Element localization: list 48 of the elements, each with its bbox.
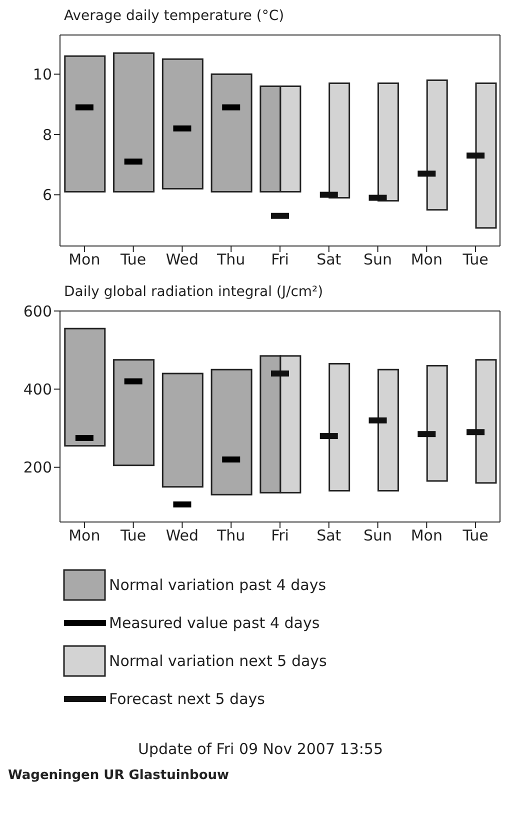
bar [377,368,399,492]
x-tick-label: Sun [364,526,392,545]
legend-label: Forecast next 5 days [109,690,265,708]
bar [475,82,497,229]
bar [162,58,204,190]
x-tick-label: Tue [120,250,146,269]
x-tick-label: Thu [216,526,246,545]
x-tick-label: Fri [271,250,289,269]
text: Wageningen UR Glastuinbouw [8,768,230,783]
bar [328,82,350,199]
legend-label: Measured value past 4 days [109,614,320,632]
x-tick-label: Mon [68,250,100,269]
x-tick-label: Thu [216,250,246,269]
x-tick-label: Sat [316,526,342,545]
bar [426,79,448,211]
bar [162,372,204,488]
bar [328,363,350,492]
y-tick-label: 200 [23,458,52,477]
y-tick-label: 6 [42,186,52,204]
y-tick-label: 400 [23,380,52,398]
chart-title: Daily global radiation integral (J/cm²) [64,284,324,302]
bar [210,73,252,192]
text: Update of Fri 09 Nov 2007 13:55 [136,740,384,758]
x-tick-label: Tue [120,526,146,545]
x-tick-label: Sat [316,250,342,269]
x-tick-label: Fri [271,526,289,545]
bar [113,52,155,192]
x-tick-label: Mon [410,526,442,545]
legend-label: Normal variation past 4 days [109,576,326,594]
bar [377,82,399,202]
y-tick-label: 10 [32,66,52,84]
y-tick-label: 600 [23,302,52,320]
bar [210,368,252,496]
x-tick-label: Mon [68,526,100,545]
x-tick-label: Sun [364,250,392,269]
x-tick-label: Tue [462,250,488,269]
chart-title: Average daily temperature (°C) [64,8,286,26]
bar [64,328,106,447]
bar [64,55,106,192]
bar [113,359,155,466]
x-tick-label: Mon [410,250,442,269]
bar [426,364,448,482]
bar [475,359,497,484]
y-tick-label: 8 [42,126,52,144]
x-tick-label: Wed [166,250,199,269]
legend-label: Normal variation next 5 days [109,652,327,670]
x-tick-label: Wed [166,526,199,545]
x-tick-label: Tue [462,526,488,545]
